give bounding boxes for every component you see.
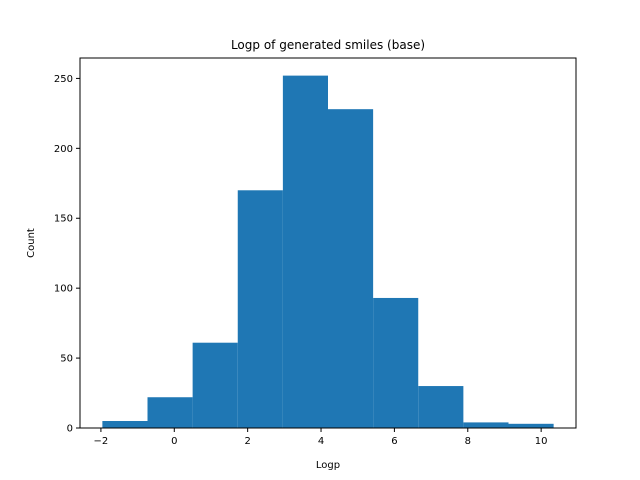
histogram-bar	[282, 75, 328, 428]
histogram-bar	[102, 421, 148, 428]
y-tick-label: 150	[54, 214, 73, 225]
y-tick-label: 250	[54, 74, 73, 85]
y-axis-ticks: 0 50 100 150 200 250	[54, 74, 80, 435]
histogram-bar	[463, 422, 509, 428]
y-tick-label: 50	[60, 354, 73, 365]
histogram-bar	[328, 109, 374, 428]
y-axis-label: Count	[26, 228, 37, 258]
x-tick-label: 2	[244, 436, 250, 447]
histogram-bar	[508, 423, 554, 428]
plot-frame	[79, 57, 577, 429]
histogram-bar	[237, 190, 283, 428]
x-tick-label: −2	[94, 436, 109, 447]
x-tick-label: 4	[318, 436, 324, 447]
x-tick-label: 10	[535, 436, 548, 447]
bars-group	[102, 75, 554, 428]
x-axis-label: Logp	[316, 460, 340, 471]
histogram-bar	[373, 297, 419, 428]
x-axis-ticks: −2 0 2 4 6 8 10	[94, 428, 548, 447]
x-tick-label: 6	[391, 436, 397, 447]
x-tick-label: 0	[171, 436, 177, 447]
histogram-bar	[418, 386, 464, 428]
y-tick-label: 100	[54, 284, 73, 295]
x-tick-label: 8	[465, 436, 471, 447]
chart-title: Logp of generated smiles (base)	[231, 38, 425, 52]
y-tick-label: 0	[67, 424, 73, 435]
histogram-bar	[192, 342, 238, 428]
y-tick-label: 200	[54, 144, 73, 155]
histogram-bar	[147, 397, 193, 428]
